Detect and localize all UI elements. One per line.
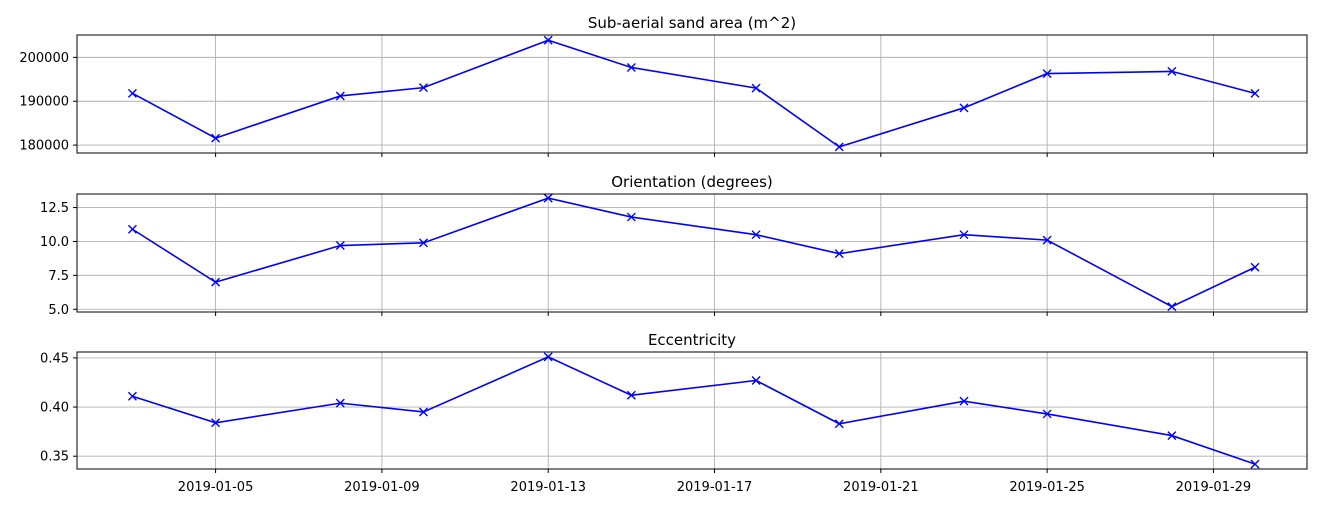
data-point-marker bbox=[1250, 262, 1260, 272]
chart-title: Sub-aerial sand area (m^2) bbox=[588, 14, 796, 32]
data-point-marker bbox=[626, 212, 636, 222]
axes-frame bbox=[76, 351, 1308, 470]
series-line bbox=[132, 39, 1256, 148]
x-tick-label: 2019-01-05 bbox=[178, 480, 254, 495]
x-tick-label: 2019-01-09 bbox=[344, 480, 420, 495]
series-line bbox=[132, 356, 1256, 465]
y-tick-label: 7.5 bbox=[48, 269, 69, 284]
data-point-marker bbox=[127, 391, 137, 401]
data-point-marker bbox=[1167, 302, 1177, 312]
data-point-marker bbox=[751, 376, 761, 386]
data-point-marker bbox=[1042, 69, 1052, 79]
data-point-marker bbox=[418, 407, 428, 417]
data-point-marker bbox=[335, 241, 345, 251]
data-point-marker bbox=[543, 193, 553, 203]
data-point-marker bbox=[751, 83, 761, 93]
x-tick-label: 2019-01-29 bbox=[1176, 480, 1252, 495]
data-point-marker bbox=[211, 277, 221, 287]
data-point-marker bbox=[1250, 459, 1260, 469]
data-point-marker bbox=[127, 224, 137, 234]
data-point-marker bbox=[834, 249, 844, 259]
data-point-marker bbox=[959, 103, 969, 113]
data-point-marker bbox=[1250, 88, 1260, 98]
y-tick-label: 200000 bbox=[19, 51, 69, 66]
series-line bbox=[132, 197, 1256, 308]
data-point-marker bbox=[1042, 235, 1052, 245]
data-point-marker bbox=[834, 142, 844, 152]
y-tick-label: 190000 bbox=[19, 95, 69, 110]
data-point-marker bbox=[211, 133, 221, 143]
data-point-marker bbox=[335, 91, 345, 101]
chart-title: Orientation (degrees) bbox=[611, 173, 773, 191]
axes-frame bbox=[76, 193, 1308, 313]
data-point-marker bbox=[834, 419, 844, 429]
data-point-marker bbox=[626, 390, 636, 400]
data-point-marker bbox=[626, 62, 636, 72]
data-point-marker bbox=[418, 83, 428, 93]
data-point-marker bbox=[1167, 66, 1177, 76]
axes-frame bbox=[76, 34, 1308, 154]
y-tick-label: 0.35 bbox=[40, 450, 69, 465]
data-point-marker bbox=[1042, 409, 1052, 419]
y-tick-label: 0.40 bbox=[40, 401, 69, 416]
data-point-marker bbox=[127, 88, 137, 98]
data-point-marker bbox=[1167, 431, 1177, 441]
y-tick-label: 180000 bbox=[19, 139, 69, 154]
chart-title: Eccentricity bbox=[648, 331, 736, 349]
chart-panel-2: 5.0 7.5 10.0 12.5 Orientation (degrees) bbox=[40, 173, 1308, 318]
chart-panel-3: 2019-01-05 2019-01-09 2019-01-13 2019-01-17… bbox=[40, 331, 1308, 495]
y-tick-label: 12.5 bbox=[40, 201, 69, 216]
data-point-marker bbox=[335, 398, 345, 408]
data-point-marker bbox=[211, 418, 221, 428]
y-tick-label: 10.0 bbox=[40, 235, 69, 250]
data-point-marker bbox=[959, 396, 969, 406]
data-point-marker bbox=[751, 230, 761, 240]
data-point-marker bbox=[418, 238, 428, 248]
data-point-marker bbox=[543, 35, 553, 45]
x-tick-label: 2019-01-17 bbox=[677, 480, 753, 495]
x-tick-label: 2019-01-25 bbox=[1009, 480, 1085, 495]
x-tick-label: 2019-01-21 bbox=[843, 480, 919, 495]
chart-panel-1: 180000 190000 200000 Sub-aerial sand area (… bbox=[19, 14, 1308, 157]
y-tick-label: 5.0 bbox=[48, 303, 69, 318]
data-point-marker bbox=[959, 230, 969, 240]
y-tick-label: 0.45 bbox=[40, 351, 69, 366]
data-point-marker bbox=[543, 352, 553, 362]
x-tick-label: 2019-01-13 bbox=[510, 480, 586, 495]
